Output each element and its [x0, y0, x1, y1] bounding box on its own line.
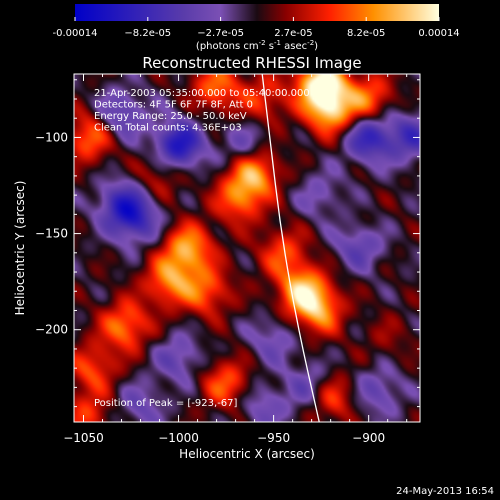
x-tick-label: −900 — [352, 431, 385, 445]
x-tick-label: −1000 — [158, 431, 199, 445]
info-line: Detectors: 4F 5F 6F 7F 8F, Att 0 — [94, 100, 253, 111]
info-line: 21-Apr-2003 05:35:00.000 to 05:40:00.000 — [94, 88, 310, 99]
info-line: Clean Total counts: 4.36E+03 — [94, 123, 242, 134]
colorbar: -0.00014 −8.2e-05 −2.7e-05 2.7e-05 8.2e-05 0.… — [53, 4, 460, 52]
x-tick-label: −1050 — [63, 431, 104, 445]
footer-date: 24-May-2013 16:54 — [396, 486, 494, 497]
x-axis-label: Heliocentric X (arcsec) — [179, 447, 315, 461]
heatmap-image — [74, 74, 420, 422]
y-tick-label: −200 — [35, 323, 68, 337]
solar-limb-curve — [261, 74, 320, 422]
info-line: Energy Range: 25.0 - 50.0 keV — [94, 111, 247, 122]
colorbar-strip — [75, 4, 439, 21]
y-axis-label: Heliocentric Y (arcsec) — [13, 181, 27, 316]
info-overlay: 21-Apr-2003 05:35:00.000 to 05:40:00.000… — [94, 88, 310, 134]
y-tick-label: −100 — [35, 130, 68, 144]
colorbar-tick-label: −2.7e-05 — [197, 28, 244, 39]
plot-frame — [73, 73, 421, 423]
colorbar-tick-label: 0.00014 — [418, 28, 459, 39]
colorbar-tick-label: −8.2e-05 — [124, 28, 171, 39]
y-axis: −100 −150 −200 — [35, 79, 420, 408]
colorbar-tick-label: 2.7e-05 — [274, 28, 312, 39]
y-tick-label: −150 — [35, 227, 68, 241]
colorbar-units-label: (photons cm-2 s-1 asec-2) — [196, 39, 318, 52]
colorbar-tick-label: -0.00014 — [53, 28, 98, 39]
colorbar-tick-label: 8.2e-05 — [347, 28, 385, 39]
colorbar-ticks: -0.00014 −8.2e-05 −2.7e-05 2.7e-05 8.2e-05 0.… — [53, 17, 460, 39]
heatmap-area — [74, 74, 420, 422]
plot-title: Reconstructed RHESSI Image — [142, 54, 361, 72]
x-axis: −1050 −1000 −950 −900 — [63, 74, 408, 445]
x-tick-label: −950 — [257, 431, 290, 445]
peak-position-label: Position of Peak = [-923,-67] — [94, 398, 238, 409]
